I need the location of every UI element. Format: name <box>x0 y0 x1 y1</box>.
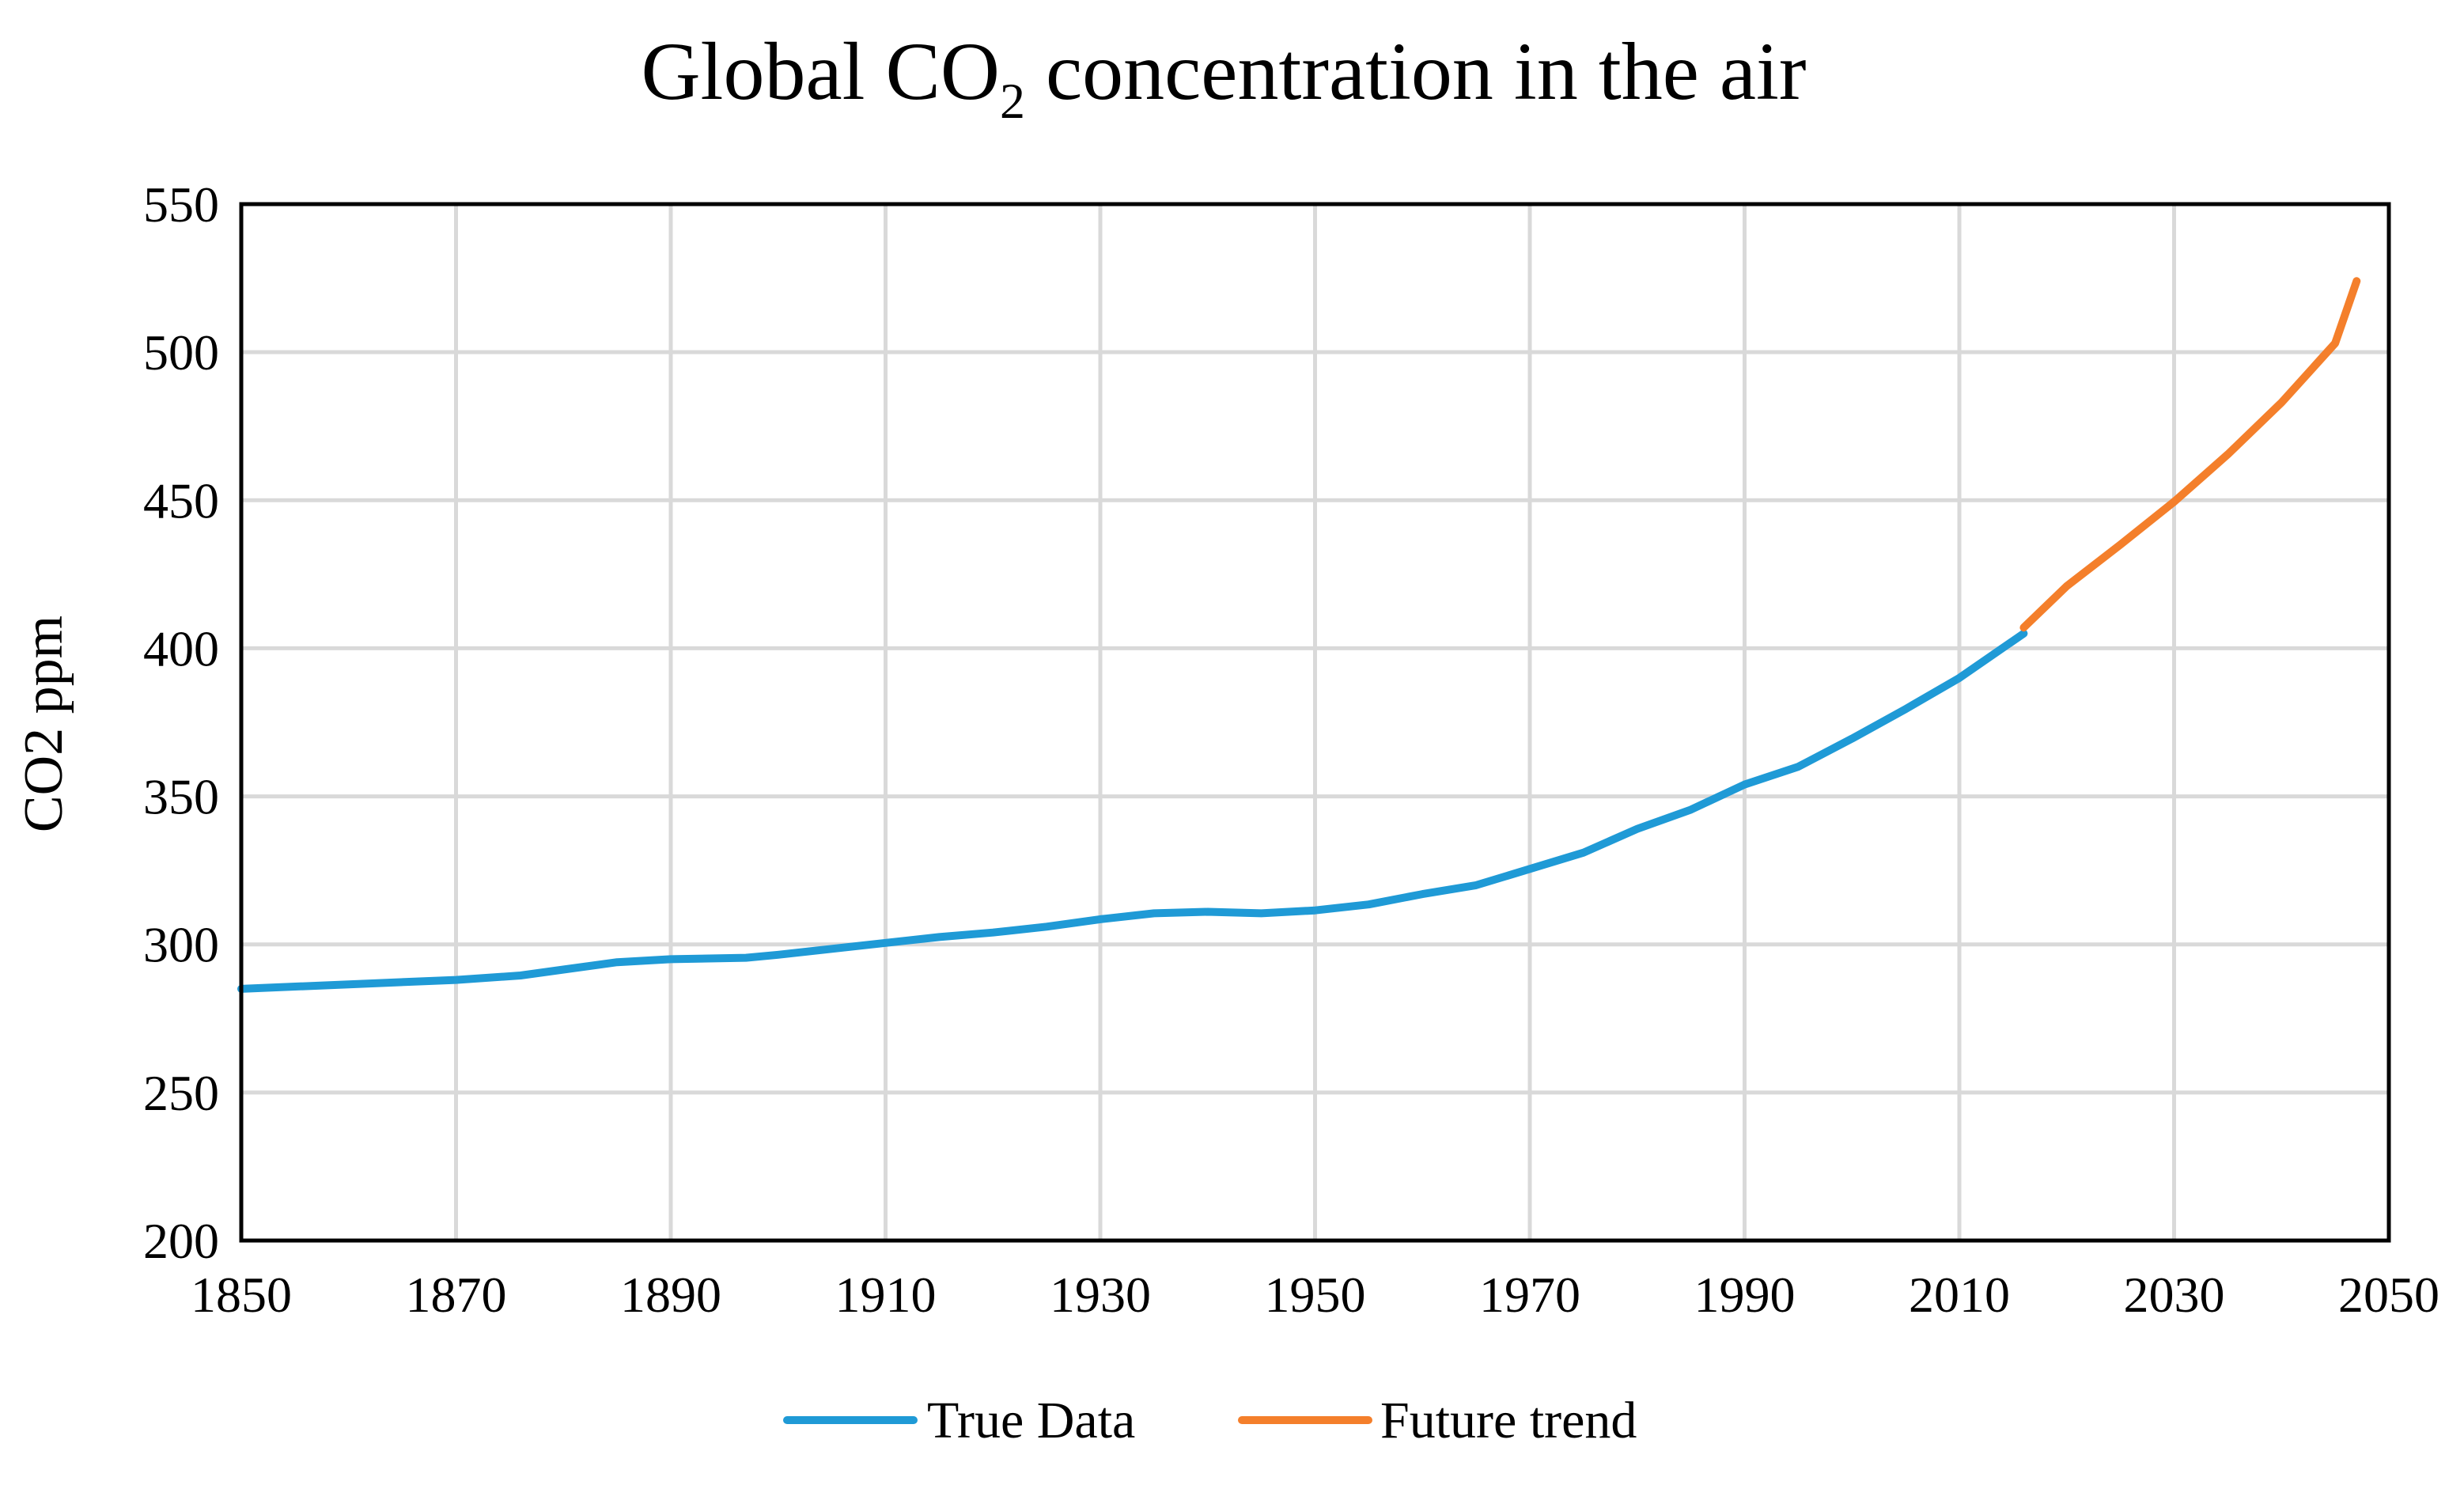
x-tick-label: 2050 <box>2338 1267 2439 1323</box>
x-tick-label: 1970 <box>1479 1267 1580 1323</box>
x-tick-label: 2030 <box>2124 1267 2225 1323</box>
y-tick-label: 200 <box>143 1213 219 1269</box>
y-tick-label: 350 <box>143 769 219 825</box>
x-tick-label: 1890 <box>620 1267 721 1323</box>
y-tick-label: 500 <box>143 324 219 381</box>
chart-title-subscript: 2 <box>1000 73 1025 129</box>
y-tick-label: 450 <box>143 472 219 528</box>
chart-title: Global CO2 concentration in the air <box>641 26 1806 129</box>
x-tick-label: 1950 <box>1265 1267 1366 1323</box>
y-tick-label: 300 <box>143 917 219 973</box>
y-tick-label: 400 <box>143 620 219 676</box>
legend-label: Future trend <box>1380 1392 1637 1449</box>
x-tick-label: 1930 <box>1050 1267 1151 1323</box>
series-line-future-trend <box>2019 277 2361 632</box>
series-lines <box>237 277 2361 993</box>
x-tick-label: 1910 <box>835 1267 937 1323</box>
y-axis-label: CO2 ppm <box>13 616 74 832</box>
x-axis-ticks: 1850 1870 1890 1910 1930 1950 1970 1990 2010 2030… <box>191 1267 2439 1323</box>
x-tick-label: 1850 <box>191 1267 292 1323</box>
x-tick-label: 1990 <box>1694 1267 1796 1323</box>
x-tick-label: 1870 <box>406 1267 507 1323</box>
y-tick-label: 550 <box>143 176 219 233</box>
chart-title-suffix: concentration in the air <box>1025 26 1807 117</box>
legend-label: True Data <box>927 1392 1135 1449</box>
legend: True Data Future trend <box>783 1392 1637 1449</box>
series-line-true-data <box>237 629 2028 993</box>
x-tick-label: 2010 <box>1909 1267 2010 1323</box>
grid <box>239 202 2391 1243</box>
y-tick-label: 250 <box>143 1065 219 1121</box>
plot-area-border <box>239 202 2391 1243</box>
y-axis-ticks: 200 250 300 350 400 450 500 550 <box>143 176 219 1269</box>
chart-title-prefix: Global CO <box>641 26 1000 117</box>
